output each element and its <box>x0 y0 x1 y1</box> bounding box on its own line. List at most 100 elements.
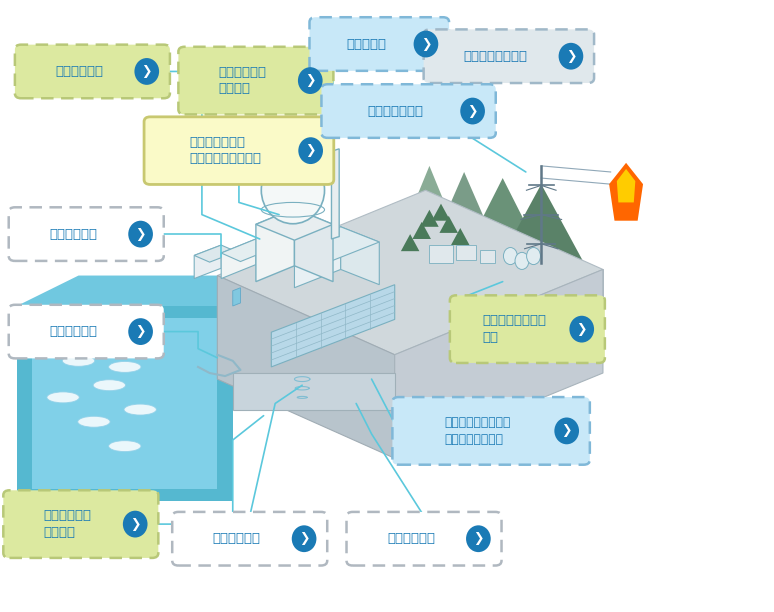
Text: ❯: ❯ <box>135 325 146 338</box>
Ellipse shape <box>123 510 148 537</box>
Text: ❯: ❯ <box>306 144 316 157</box>
Ellipse shape <box>262 157 324 224</box>
Ellipse shape <box>77 416 110 427</box>
Text: テロや大規模な
自然災害等への備え: テロや大規模な 自然災害等への備え <box>190 136 262 165</box>
Ellipse shape <box>93 379 125 390</box>
Text: ❯: ❯ <box>561 424 572 438</box>
Ellipse shape <box>124 404 156 415</box>
Text: ❯: ❯ <box>421 37 431 51</box>
FancyBboxPatch shape <box>15 45 170 99</box>
Polygon shape <box>609 163 643 221</box>
Text: 冷却機能の強化: 冷却機能の強化 <box>368 105 423 118</box>
Polygon shape <box>217 190 603 355</box>
FancyBboxPatch shape <box>178 47 334 114</box>
Text: ❯: ❯ <box>467 105 478 118</box>
Ellipse shape <box>570 316 594 343</box>
Polygon shape <box>272 285 395 367</box>
Polygon shape <box>331 149 339 239</box>
Ellipse shape <box>503 247 517 264</box>
Ellipse shape <box>298 137 323 164</box>
Text: ❯: ❯ <box>135 228 146 241</box>
Ellipse shape <box>63 356 94 367</box>
Text: 電源の強化: 電源の強化 <box>346 37 386 51</box>
Polygon shape <box>395 269 603 458</box>
Ellipse shape <box>292 525 317 552</box>
Polygon shape <box>33 318 217 489</box>
Polygon shape <box>341 227 379 285</box>
Polygon shape <box>387 166 472 269</box>
Text: 格納容器の破損防止
水素爆発防止対策: 格納容器の破損防止 水素爆発防止対策 <box>445 416 511 446</box>
Text: 放射性物質の
放出抑制: 放射性物質の 放出抑制 <box>219 66 267 95</box>
Ellipse shape <box>128 221 153 247</box>
Ellipse shape <box>526 247 540 264</box>
Text: 津波への備え: 津波への備え <box>49 325 97 338</box>
FancyBboxPatch shape <box>3 490 159 558</box>
Ellipse shape <box>77 337 110 348</box>
Ellipse shape <box>466 525 491 552</box>
Text: アクセスルートの
確保: アクセスルートの 確保 <box>482 315 546 344</box>
Text: 竜巻への備え: 竜巻への備え <box>213 532 261 545</box>
FancyBboxPatch shape <box>321 84 495 138</box>
FancyBboxPatch shape <box>347 512 502 565</box>
Polygon shape <box>495 184 587 269</box>
Polygon shape <box>422 172 506 269</box>
Polygon shape <box>440 216 458 233</box>
Polygon shape <box>617 169 635 203</box>
Polygon shape <box>420 210 439 227</box>
Polygon shape <box>294 227 379 260</box>
Polygon shape <box>233 288 241 306</box>
Ellipse shape <box>413 31 438 58</box>
Ellipse shape <box>554 417 579 444</box>
FancyBboxPatch shape <box>172 512 327 565</box>
Text: 津波への備え: 津波への備え <box>49 228 97 241</box>
Polygon shape <box>17 275 294 306</box>
Polygon shape <box>457 178 549 269</box>
Ellipse shape <box>298 67 323 94</box>
Polygon shape <box>451 228 470 245</box>
Polygon shape <box>395 269 603 355</box>
Polygon shape <box>294 227 341 288</box>
Polygon shape <box>256 209 294 282</box>
Ellipse shape <box>128 318 153 345</box>
Ellipse shape <box>559 43 584 70</box>
Text: ❯: ❯ <box>473 532 484 545</box>
Ellipse shape <box>108 362 141 373</box>
Polygon shape <box>256 209 333 240</box>
FancyBboxPatch shape <box>450 296 604 363</box>
Text: ❯: ❯ <box>566 50 576 62</box>
FancyBboxPatch shape <box>144 117 334 184</box>
Text: ❯: ❯ <box>577 323 587 335</box>
Polygon shape <box>17 306 233 501</box>
FancyBboxPatch shape <box>423 29 594 83</box>
Ellipse shape <box>47 392 79 403</box>
Polygon shape <box>457 245 476 260</box>
FancyBboxPatch shape <box>310 17 449 71</box>
Text: 放射性物質の
拡散抑制: 放射性物質の 拡散抑制 <box>43 509 91 539</box>
Polygon shape <box>432 204 450 221</box>
Text: 地震への備え: 地震への備え <box>387 532 435 545</box>
Text: ❯: ❯ <box>142 65 152 78</box>
Polygon shape <box>401 234 420 251</box>
FancyBboxPatch shape <box>392 397 590 465</box>
Polygon shape <box>294 209 333 282</box>
FancyBboxPatch shape <box>9 305 164 359</box>
Ellipse shape <box>461 98 485 124</box>
FancyBboxPatch shape <box>9 207 164 261</box>
Polygon shape <box>221 239 256 278</box>
Text: 絊急時対策所: 絊急時対策所 <box>55 65 103 78</box>
Text: ❯: ❯ <box>299 532 310 545</box>
Text: ❯: ❯ <box>305 74 316 87</box>
Ellipse shape <box>515 252 529 269</box>
Polygon shape <box>480 250 495 263</box>
Ellipse shape <box>135 58 159 85</box>
Polygon shape <box>194 245 237 262</box>
Text: 外部火災への備え: 外部火災への備え <box>464 50 528 62</box>
Polygon shape <box>233 373 395 409</box>
Polygon shape <box>221 239 276 261</box>
Polygon shape <box>194 245 221 278</box>
Polygon shape <box>217 275 395 458</box>
Polygon shape <box>430 245 453 263</box>
Text: ❯: ❯ <box>130 518 140 531</box>
Ellipse shape <box>108 441 141 452</box>
Polygon shape <box>413 222 431 239</box>
